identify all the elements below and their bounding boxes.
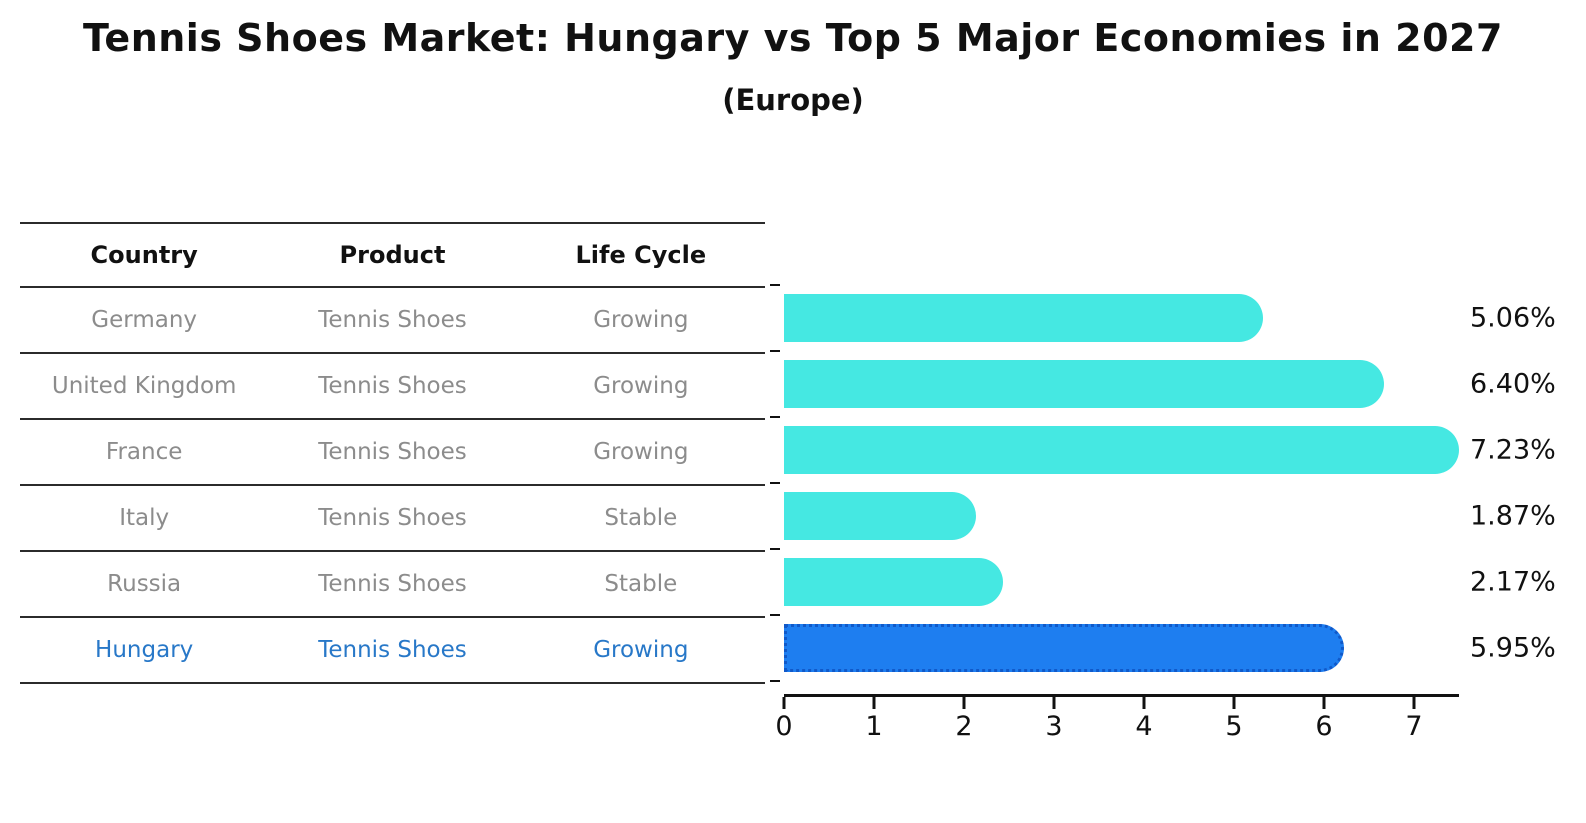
table-row: France Tennis Shoes Growing xyxy=(20,420,765,486)
cell-life-cycle: Growing xyxy=(593,637,689,663)
bar-germany xyxy=(784,294,1264,342)
x-axis-tick-label: 7 xyxy=(1405,711,1423,742)
y-axis-tick xyxy=(770,482,780,484)
cell-product: Tennis Shoes xyxy=(318,637,467,663)
bar-hungary xyxy=(784,624,1344,672)
table-header-row: Country Product Life Cycle xyxy=(20,224,765,288)
x-axis-tick-label: 5 xyxy=(1225,711,1243,742)
value-label-russia: 2.17% xyxy=(1470,566,1556,598)
cell-country: France xyxy=(105,439,183,465)
x-axis-tick xyxy=(1232,697,1236,709)
x-axis-tick-label: 3 xyxy=(1045,711,1063,742)
x-axis-tick xyxy=(1052,697,1056,709)
bar-italy xyxy=(784,492,977,540)
x-axis-tick-label: 4 xyxy=(1135,711,1153,742)
x-axis-tick-label: 6 xyxy=(1315,711,1333,742)
cell-product: Tennis Shoes xyxy=(318,307,467,333)
page-title: Tennis Shoes Market: Hungary vs Top 5 Ma… xyxy=(83,16,1503,60)
value-label-germany: 5.06% xyxy=(1470,302,1556,334)
value-label-italy: 1.87% xyxy=(1470,500,1556,532)
bar-russia xyxy=(784,558,1004,606)
cell-country: Russia xyxy=(107,571,182,597)
header-product: Product xyxy=(339,241,446,269)
cell-country: Hungary xyxy=(95,637,194,663)
header-life-cycle: Life Cycle xyxy=(575,241,707,269)
cell-product: Tennis Shoes xyxy=(318,439,467,465)
bar-united-kingdom xyxy=(784,360,1384,408)
value-label-united-kingdom: 6.40% xyxy=(1470,368,1556,400)
page-subtitle: (Europe) xyxy=(722,83,864,117)
table-row: Hungary Tennis Shoes Growing xyxy=(20,618,765,684)
bar-chart: 5.06% 6.40% 7.23% 1.87% 2.17% 5.95% 0 1 2 3 4 5 6 7 xyxy=(770,284,1556,742)
cell-life-cycle: Growing xyxy=(593,373,689,399)
x-axis-tick xyxy=(872,697,876,709)
x-axis-tick xyxy=(962,697,966,709)
cell-life-cycle: Growing xyxy=(593,439,689,465)
x-axis-tick-label: 0 xyxy=(775,711,793,742)
y-axis-tick xyxy=(770,350,780,352)
y-axis-tick xyxy=(770,416,780,418)
x-axis-tick-label: 2 xyxy=(955,711,973,742)
cell-life-cycle: Growing xyxy=(593,307,689,333)
header-country: Country xyxy=(90,241,198,269)
cell-product: Tennis Shoes xyxy=(318,505,467,531)
cell-country: Germany xyxy=(91,307,198,333)
x-axis-tick xyxy=(782,697,786,709)
table-row: Italy Tennis Shoes Stable xyxy=(20,486,765,552)
x-axis-tick xyxy=(1142,697,1146,709)
cell-life-cycle: Stable xyxy=(604,505,678,531)
x-axis-tick xyxy=(1412,697,1416,709)
x-axis-line xyxy=(784,694,1459,697)
table-row: Russia Tennis Shoes Stable xyxy=(20,552,765,618)
cell-country: United Kingdom xyxy=(51,373,237,399)
data-table: Country Product Life Cycle Germany Tennis… xyxy=(20,222,765,684)
cell-product: Tennis Shoes xyxy=(318,373,467,399)
x-axis-tick xyxy=(1322,697,1326,709)
table-row: Germany Tennis Shoes Growing xyxy=(20,288,765,354)
cell-life-cycle: Stable xyxy=(604,571,678,597)
cell-country: Italy xyxy=(119,505,170,531)
table-row: United Kingdom Tennis Shoes Growing xyxy=(20,354,765,420)
bar-france xyxy=(784,426,1459,474)
x-axis-tick-label: 1 xyxy=(865,711,883,742)
y-axis-tick xyxy=(770,284,780,286)
value-label-france: 7.23% xyxy=(1470,434,1556,466)
y-axis-tick xyxy=(770,614,780,616)
y-axis-tick xyxy=(770,680,780,682)
value-label-hungary: 5.95% xyxy=(1470,632,1556,664)
y-axis-tick xyxy=(770,548,780,550)
table-body: Germany Tennis Shoes Growing United Kingdom… xyxy=(20,288,765,684)
cell-product: Tennis Shoes xyxy=(318,571,467,597)
